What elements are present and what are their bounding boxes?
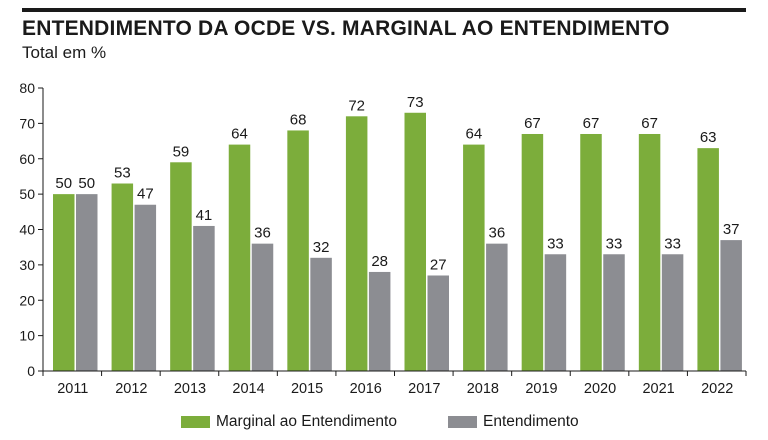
bar-marginal bbox=[521, 133, 544, 371]
bar-marginal bbox=[580, 133, 602, 371]
chart-title: ENTENDIMENTO DA OCDE VS. MARGINAL AO ENT… bbox=[22, 17, 670, 40]
y-tick-label: 40 bbox=[19, 222, 35, 238]
value-label-entendimento: 33 bbox=[547, 235, 564, 252]
value-label-marginal: 63 bbox=[700, 129, 717, 146]
x-tick-label: 2013 bbox=[174, 381, 206, 397]
chart-subtitle: Total em % bbox=[22, 43, 107, 62]
x-tick-label: 2020 bbox=[584, 381, 616, 397]
x-tick-label: 2019 bbox=[525, 381, 557, 397]
bar-marginal bbox=[345, 116, 368, 371]
x-tick-label: 2022 bbox=[701, 381, 733, 397]
legend-swatch-marginal bbox=[181, 416, 210, 428]
bar-entendimento bbox=[720, 240, 742, 371]
value-label-entendimento: 28 bbox=[371, 253, 388, 270]
value-label-marginal: 53 bbox=[114, 165, 131, 182]
bar-marginal bbox=[53, 194, 75, 372]
value-label-marginal: 67 bbox=[583, 115, 600, 132]
x-tick-label: 2014 bbox=[232, 381, 264, 397]
value-label-marginal: 68 bbox=[290, 111, 307, 128]
value-label-marginal: 59 bbox=[173, 143, 190, 160]
value-label-entendimento: 36 bbox=[254, 225, 271, 242]
y-tick-label: 0 bbox=[27, 363, 35, 379]
x-tick-label: 2016 bbox=[350, 381, 382, 397]
legend-item-marginal: Marginal ao Entendimento bbox=[181, 413, 397, 431]
bar-marginal bbox=[228, 144, 251, 371]
legend-label-entendimento: Entendimento bbox=[483, 413, 579, 430]
x-tick-label: 2021 bbox=[642, 381, 674, 397]
y-tick-label: 20 bbox=[19, 292, 35, 308]
bar-entendimento bbox=[661, 254, 684, 371]
y-tick-label: 80 bbox=[19, 80, 35, 96]
x-tick-label: 2011 bbox=[57, 381, 88, 397]
value-label-entendimento: 33 bbox=[606, 235, 623, 252]
bar-marginal bbox=[463, 144, 485, 371]
value-label-entendimento: 41 bbox=[196, 207, 213, 224]
legend-swatch-entendimento bbox=[448, 416, 477, 428]
bar-marginal bbox=[170, 162, 192, 371]
x-tick-label: 2017 bbox=[408, 381, 440, 397]
bar-entendimento bbox=[427, 275, 449, 371]
x-tick-label: 2018 bbox=[467, 381, 499, 397]
legend: Marginal ao Entendimento Entendimento bbox=[0, 413, 768, 435]
legend-item-entendimento: Entendimento bbox=[448, 413, 579, 431]
y-tick-label: 60 bbox=[19, 151, 35, 167]
bar-entendimento bbox=[544, 254, 567, 371]
value-label-entendimento: 37 bbox=[723, 221, 740, 238]
x-tick-label: 2012 bbox=[115, 381, 147, 397]
legend-label-marginal: Marginal ao Entendimento bbox=[216, 413, 397, 430]
value-label-marginal: 64 bbox=[231, 126, 248, 143]
value-label-entendimento: 50 bbox=[78, 175, 95, 192]
value-label-entendimento: 47 bbox=[137, 186, 154, 203]
bar-entendimento bbox=[368, 271, 391, 371]
value-label-entendimento: 33 bbox=[664, 235, 681, 252]
value-label-marginal: 67 bbox=[641, 115, 658, 132]
bar-entendimento bbox=[193, 225, 215, 371]
bar-entendimento bbox=[76, 194, 98, 372]
value-label-marginal: 72 bbox=[348, 97, 365, 114]
bar-entendimento bbox=[251, 243, 274, 371]
bar-entendimento bbox=[134, 204, 157, 371]
bar-marginal bbox=[287, 130, 309, 371]
bar-marginal bbox=[697, 148, 719, 371]
value-label-entendimento: 27 bbox=[430, 256, 447, 273]
bar-entendimento bbox=[310, 257, 332, 371]
y-tick-label: 50 bbox=[19, 186, 35, 202]
value-label-marginal: 73 bbox=[407, 94, 424, 111]
y-tick-label: 70 bbox=[19, 115, 35, 131]
value-label-entendimento: 36 bbox=[488, 225, 505, 242]
value-label-marginal: 50 bbox=[55, 175, 72, 192]
value-label-marginal: 64 bbox=[465, 126, 482, 143]
y-tick-label: 30 bbox=[19, 257, 35, 273]
value-label-marginal: 67 bbox=[524, 115, 541, 132]
bar-entendimento bbox=[486, 243, 508, 371]
bar-entendimento bbox=[603, 254, 625, 371]
x-tick-label: 2015 bbox=[291, 381, 323, 397]
value-label-entendimento: 32 bbox=[313, 239, 330, 256]
top-rule bbox=[22, 8, 746, 12]
bar-marginal bbox=[404, 112, 426, 371]
bar-marginal bbox=[638, 133, 661, 371]
y-tick-label: 10 bbox=[19, 328, 35, 344]
bar-marginal bbox=[111, 183, 134, 371]
